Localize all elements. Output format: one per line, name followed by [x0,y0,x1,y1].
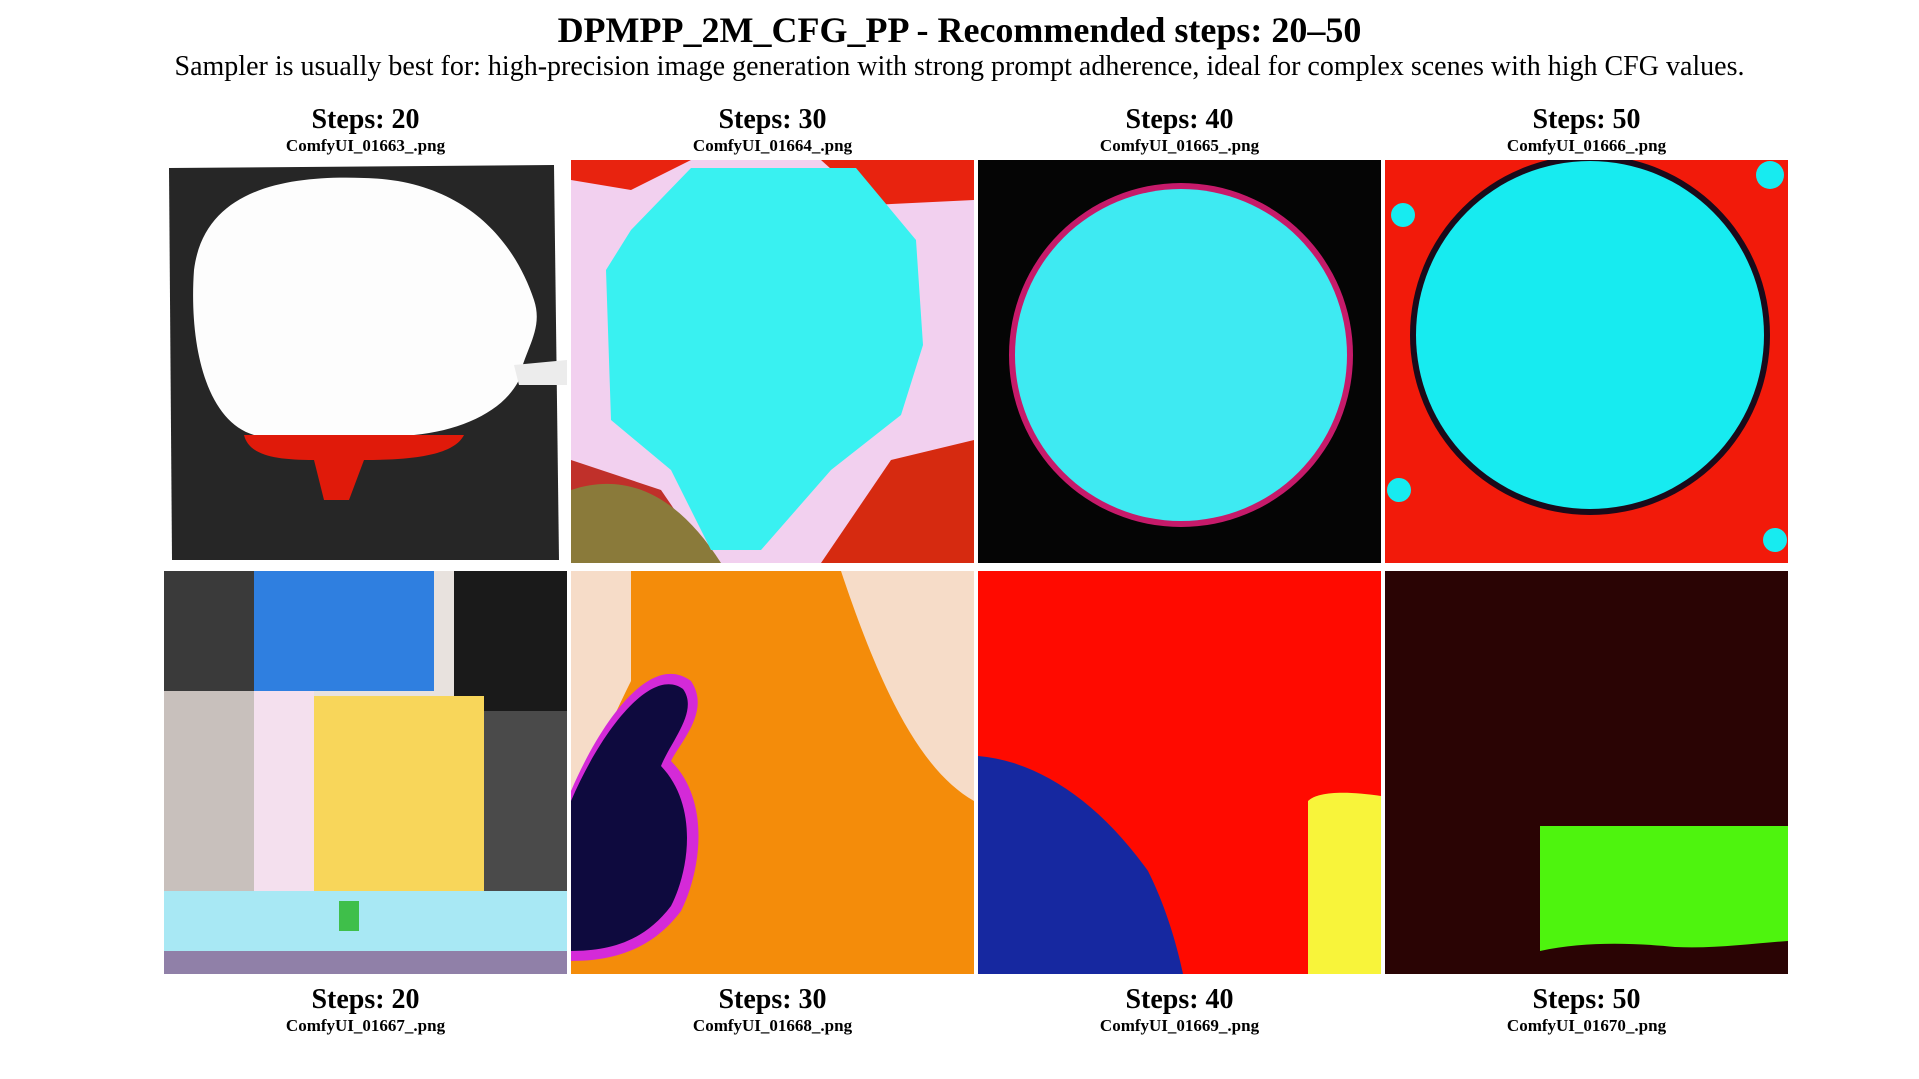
filename-label: ComfyUI_01666_.png [1506,136,1667,155]
image-01667 [164,571,567,974]
caption-top-4: Steps: 50 ComfyUI_01666_.png [1385,104,1788,156]
generated-image [1385,571,1788,974]
steps-label: Steps: 40 [1125,104,1234,135]
caption-bottom-4: Steps: 50 ComfyUI_01670_.png [1385,984,1788,1036]
image-01669 [978,571,1381,974]
generated-image [571,571,974,974]
filename-label: ComfyUI_01664_.png [692,136,853,155]
filename-label: ComfyUI_01667_.png [285,1016,446,1035]
caption-top-2: Steps: 30 ComfyUI_01664_.png [571,104,974,156]
filename-label: ComfyUI_01663_.png [285,136,446,155]
steps-label: Steps: 40 [1125,984,1234,1015]
filename-label: ComfyUI_01670_.png [1506,1016,1667,1035]
image-01665 [978,160,1381,563]
page-title: DPMPP_2M_CFG_PP - Recommended steps: 20–… [557,10,1362,50]
image-01668 [571,571,974,974]
image-01666 [1385,160,1788,563]
generated-image [164,571,567,974]
caption-bottom-3: Steps: 40 ComfyUI_01669_.png [978,984,1381,1036]
generated-image [571,160,974,563]
caption-top-3: Steps: 40 ComfyUI_01665_.png [978,104,1381,156]
image-01663 [164,160,567,563]
generated-image [978,160,1381,563]
generated-image [978,571,1381,974]
image-01664 [571,160,974,563]
steps-label: Steps: 20 [311,984,420,1015]
generated-image [1385,160,1788,563]
steps-label: Steps: 30 [718,984,827,1015]
steps-label: Steps: 50 [1532,984,1641,1015]
generated-image [164,160,567,563]
caption-bottom-1: Steps: 20 ComfyUI_01667_.png [164,984,567,1036]
steps-label: Steps: 20 [311,104,420,135]
steps-label: Steps: 30 [718,104,827,135]
image-01670 [1385,571,1788,974]
filename-label: ComfyUI_01665_.png [1099,136,1260,155]
filename-label: ComfyUI_01668_.png [692,1016,853,1035]
page-subtitle: Sampler is usually best for: high-precis… [174,51,1745,82]
steps-label: Steps: 50 [1532,104,1641,135]
filename-label: ComfyUI_01669_.png [1099,1016,1260,1035]
caption-top-1: Steps: 20 ComfyUI_01663_.png [164,104,567,156]
caption-bottom-2: Steps: 30 ComfyUI_01668_.png [571,984,974,1036]
